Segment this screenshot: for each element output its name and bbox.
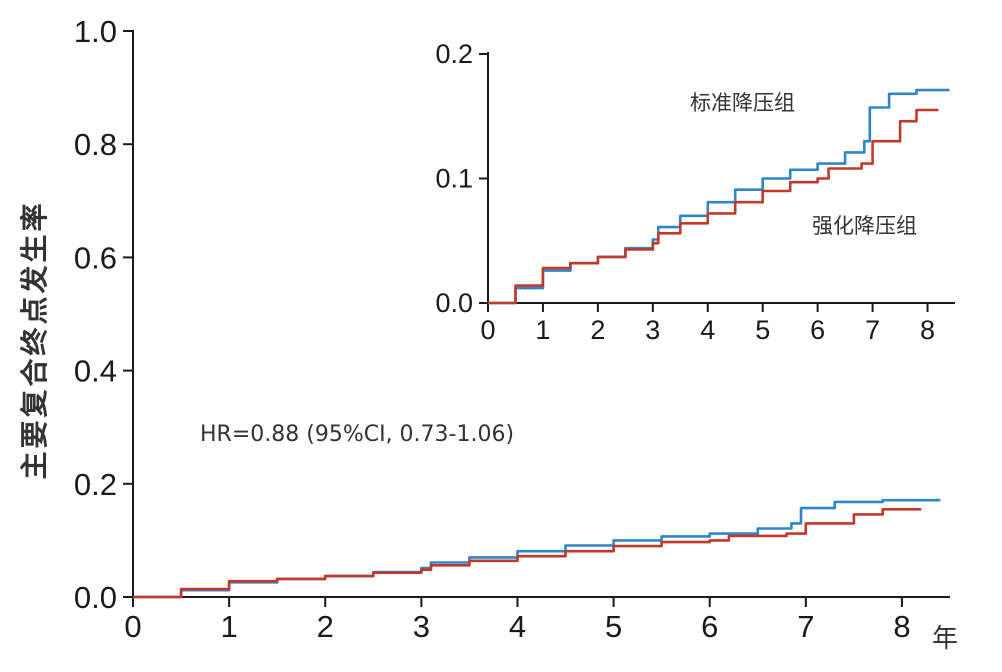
inset-x-tick-label: 1 <box>535 315 550 345</box>
inset-series-line-standard <box>488 88 950 305</box>
main-x-tick-label: 0 <box>124 609 141 644</box>
inset-x-tick-label: 4 <box>700 315 715 345</box>
inset-x-tick-label: 0 <box>480 315 495 345</box>
inset-chart: 0 1 2 3 4 5 6 7 8 0.0 0.1 0.2 标准降压组 强化降压组 <box>435 39 955 345</box>
main-series-line-intensive <box>133 508 922 599</box>
inset-label-standard: 标准降压组 <box>690 91 795 115</box>
main-x-tick-label: 5 <box>605 609 622 644</box>
inset-y-tick-label: 0.0 <box>435 288 473 318</box>
main-y-tick-label: 0.2 <box>74 467 117 502</box>
hazard-ratio-annotation: HR=0.88 (95%CI, 0.73-1.06) <box>200 422 514 447</box>
main-x-tick-label: 3 <box>413 609 430 644</box>
inset-series <box>488 88 950 305</box>
inset-y-tick-label: 0.1 <box>435 164 473 194</box>
inset-x-tick-label: 8 <box>920 315 935 345</box>
main-x-tick-label: 4 <box>509 609 526 644</box>
main-x-tick-label: 8 <box>893 609 910 644</box>
main-y-axis-label: 主要复合终点发生率 <box>18 200 51 479</box>
inset-x-tick-label: 2 <box>590 315 605 345</box>
main-x-tick-label: 7 <box>797 609 814 644</box>
main-x-tick-label: 1 <box>220 609 237 644</box>
inset-series-line-intensive <box>488 108 939 305</box>
main-ticks: 0 1 2 3 4 5 6 7 8 0.0 0.2 0.4 0.6 0.8 1.0 <box>74 14 911 644</box>
inset-x-tick-label: 6 <box>810 315 825 345</box>
main-y-tick-label: 0.6 <box>74 240 117 275</box>
main-y-tick-label: 0.8 <box>74 127 117 162</box>
inset-y-tick-label: 0.2 <box>435 39 473 69</box>
inset-x-tick-label: 3 <box>645 315 660 345</box>
inset-x-tick-label: 5 <box>755 315 770 345</box>
inset-ticks: 0 1 2 3 4 5 6 7 8 0.0 0.1 0.2 <box>435 39 935 345</box>
main-x-tick-label: 6 <box>701 609 718 644</box>
main-chart: 0 1 2 3 4 5 6 7 80.00.20.40.60.81.0 年 主要复合终点发生率 … <box>18 14 958 654</box>
main-y-tick-label: 0.4 <box>74 354 117 389</box>
main-y-tick-label: 0.0 <box>74 580 117 615</box>
main-series <box>133 498 941 599</box>
main-x-tick-label: 2 <box>317 609 334 644</box>
inset-label-intensive: 强化降压组 <box>812 214 917 238</box>
main-x-unit-label: 年 <box>932 624 958 654</box>
main-y-tick-label: 1.0 <box>74 14 117 49</box>
inset-x-tick-label: 7 <box>865 315 880 345</box>
